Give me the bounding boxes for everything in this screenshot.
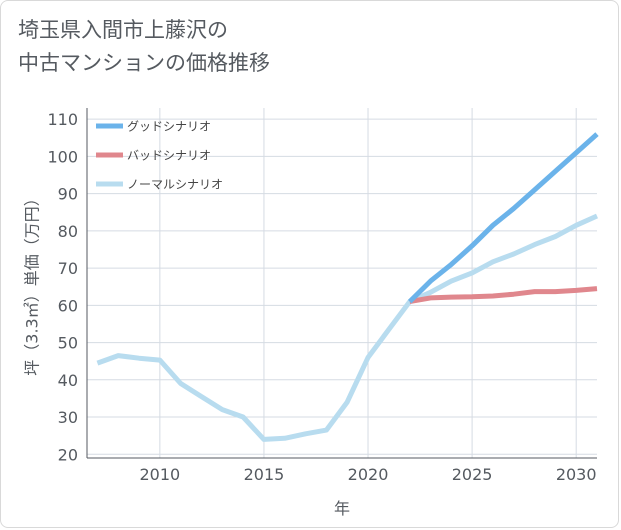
chart-title: 埼玉県入間市上藤沢の 中古マンションの価格推移 (18, 14, 270, 80)
legend-label-good: グッドシナリオ (127, 120, 211, 134)
y-tick-label-20: 20 (58, 445, 78, 464)
series-lines (96, 132, 599, 442)
gridlines (87, 108, 597, 458)
x-tick-label-2025: 2025 (452, 465, 493, 484)
y-tick-label-100: 100 (47, 147, 78, 166)
y-tick-label-110: 110 (47, 110, 78, 129)
y-tick-label-30: 30 (58, 408, 78, 427)
y-tick-label-50: 50 (58, 334, 78, 353)
x-tick-label-2030: 2030 (556, 465, 597, 484)
x-axis-label: 年 (334, 499, 350, 518)
chart-title-line-2: 中古マンションの価格推移 (18, 51, 270, 75)
y-tick-label-90: 90 (58, 185, 78, 204)
x-tick-label-2010: 2010 (139, 465, 180, 484)
y-axis-label: 坪（3.3㎡）単価（万円） (23, 190, 42, 375)
series-line-good (407, 132, 599, 304)
legend-label-bad: バッドシナリオ (127, 149, 211, 163)
legend-label-normal: ノーマルシナリオ (127, 178, 223, 192)
x-tick-label-2015: 2015 (244, 465, 285, 484)
y-tick-label-70: 70 (58, 259, 78, 278)
y-tick-label-40: 40 (58, 371, 78, 390)
series-line-normal (96, 213, 599, 442)
plot-area (87, 108, 597, 458)
x-tick-label-2020: 2020 (348, 465, 389, 484)
chart-title-line-1: 埼玉県入間市上藤沢の (18, 18, 228, 42)
series-line-bad (409, 286, 598, 305)
y-tick-label-80: 80 (58, 222, 78, 241)
y-tick-label-60: 60 (58, 296, 78, 315)
